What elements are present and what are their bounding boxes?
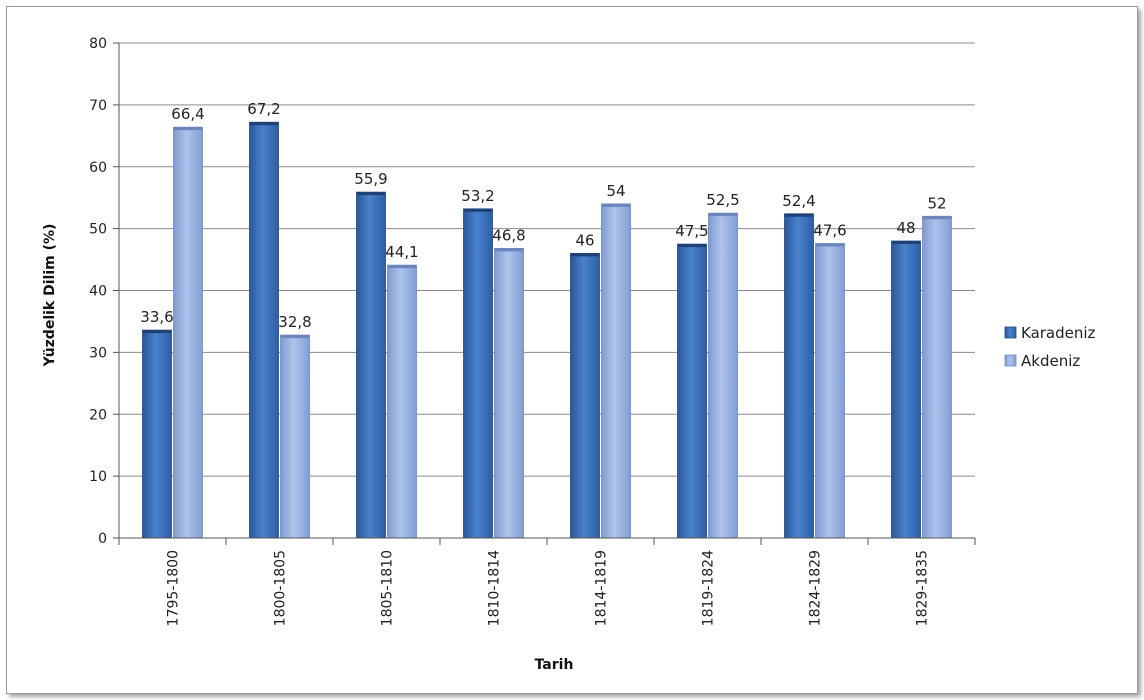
y-tick-label: 30 [89,345,107,361]
bar-top-shade [677,244,707,248]
bar-akdeniz [280,334,310,539]
data-label: 55,9 [354,170,387,188]
axes: 0 10 20 30 40 50 60 70 80 1795-1800 1800-1805 1805-… [89,36,976,626]
bar-top-shade [387,265,417,269]
data-label: 46 [575,231,594,249]
y-axis-title: Yüzdelik Dilim (%) [42,224,58,368]
bar-akdeniz [387,264,417,539]
bar-karadeniz [570,252,600,539]
chart-frame: 0 10 20 30 40 50 60 70 80 1795-1800 1800-1805 1805-… [6,6,1138,694]
data-label: 46,8 [492,226,525,244]
bar-karadeniz [249,121,279,539]
bar-top-shade [494,248,524,252]
data-label: 44,1 [385,243,418,261]
bar-akdeniz [922,215,952,539]
data-label: 47,6 [813,221,846,239]
y-tick-label: 0 [98,531,107,547]
bar-akdeniz [494,248,524,539]
bar-chart: 0 10 20 30 40 50 60 70 80 1795-1800 1800-1805 1805-… [42,36,1096,673]
bar-akdeniz [815,243,845,539]
bar-top-shade [815,243,845,247]
data-labels: 33,6 67,2 55,9 53,2 46 47,5 52,4 48 66,4 32,8 44,1… [140,100,946,331]
x-tick-label: 1829-1835 [915,550,931,626]
bar-top-shade [280,335,310,339]
y-tick-label: 40 [89,284,107,300]
x-axis-title: Tarih [535,657,574,673]
data-label: 52 [927,194,946,212]
bar-karadeniz [784,213,814,539]
data-label: 66,4 [171,105,204,123]
bar-top-shade [891,241,921,244]
legend: Karadeniz Akdeniz [1004,324,1096,370]
data-label: 52,4 [782,192,815,210]
data-label: 54 [606,182,625,200]
bars [142,121,952,539]
bar-top-shade [173,127,203,131]
y-tick-label: 70 [89,98,107,114]
bar-akdeniz [601,203,631,539]
data-label: 32,8 [278,313,311,331]
data-label: 52,5 [706,191,739,209]
bar-top-shade [570,253,600,257]
bar-karadeniz [891,240,921,539]
legend-swatch-karadeniz [1004,326,1017,339]
bar-karadeniz [356,191,386,539]
x-tick-label: 1810-1814 [487,550,503,626]
bar-top-shade [142,330,172,334]
x-tick-label: 1805-1810 [380,550,396,626]
legend-label-akdeniz: Akdeniz [1021,352,1080,370]
data-label: 47,5 [675,222,708,240]
bar-karadeniz [677,243,707,539]
y-tick-label: 10 [89,469,107,485]
x-tick-label: 1800-1805 [273,550,289,626]
legend-swatch-akdeniz [1004,354,1017,367]
y-tick-label: 60 [89,160,107,176]
bar-karadeniz [142,329,172,539]
bar-top-shade [601,203,631,207]
x-tick-label: 1824-1829 [808,550,824,626]
legend-label-karadeniz: Karadeniz [1021,324,1096,342]
bar-top-shade [463,208,493,212]
bar-top-shade [356,192,386,196]
x-tick-label: 1795-1800 [166,550,182,626]
y-tick-label: 50 [89,222,107,238]
bar-akdeniz [708,212,738,539]
bar-top-shade [784,213,814,217]
bar-karadeniz [463,208,493,539]
bar-akdeniz [173,126,203,539]
bar-top-shade [249,122,279,126]
y-tick-label: 80 [89,36,107,52]
bar-top-shade [922,216,952,220]
x-tick-label: 1819-1824 [701,550,717,626]
data-label: 48 [896,219,915,237]
data-label: 33,6 [140,308,173,326]
x-tick-label: 1814-1819 [594,550,610,626]
bar-top-shade [708,213,738,217]
y-tick-label: 20 [89,407,107,423]
data-label: 53,2 [461,187,494,205]
data-label: 67,2 [247,100,280,118]
